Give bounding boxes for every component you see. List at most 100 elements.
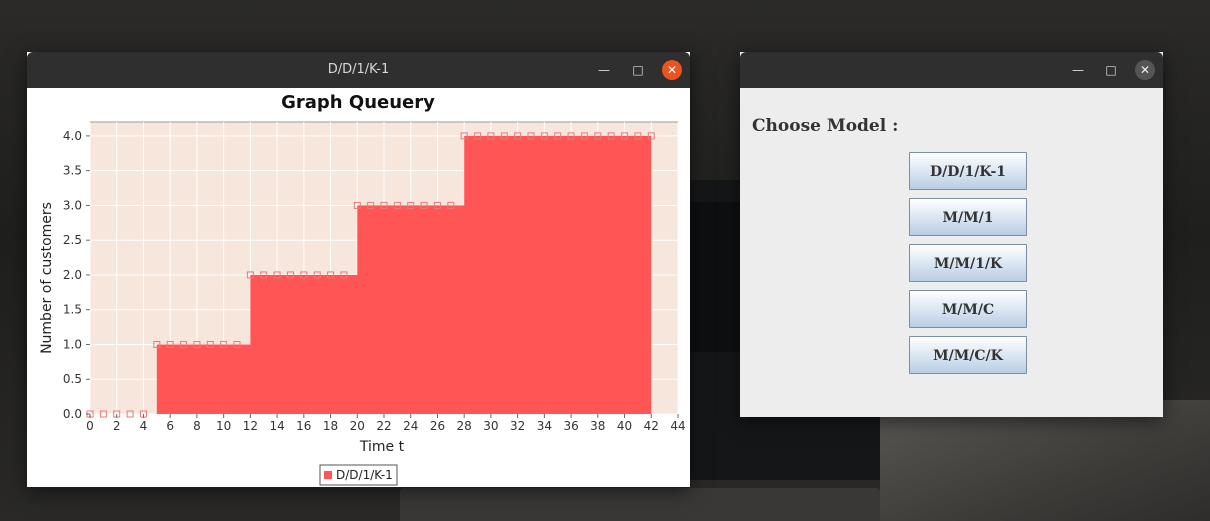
- x-tick-label: 22: [376, 419, 391, 433]
- data-point: [340, 271, 348, 279]
- x-tick-label: 20: [350, 419, 365, 433]
- series-markers: [86, 132, 655, 418]
- data-point: [220, 340, 228, 348]
- data-point: [99, 410, 107, 418]
- data-point: [580, 132, 588, 140]
- data-point: [514, 132, 522, 140]
- data-point: [246, 271, 254, 279]
- x-tick-label: 42: [644, 419, 659, 433]
- data-point: [193, 340, 201, 348]
- data-point: [607, 132, 615, 140]
- data-point: [166, 340, 174, 348]
- y-tick-label: 4.0: [63, 129, 82, 143]
- background-laptop-edge: [400, 488, 880, 521]
- minimize-icon[interactable]: —: [598, 63, 610, 77]
- x-tick-label: 28: [457, 419, 472, 433]
- y-axis-ticks: 0.0 0.5 1.0 1.5 2.0 2.5 3.0 3.5 4.0: [63, 129, 90, 421]
- x-tick-label: 0: [86, 419, 94, 433]
- data-point: [500, 132, 508, 140]
- maximize-icon[interactable]: □: [1105, 63, 1117, 77]
- x-tick-label: 24: [403, 419, 418, 433]
- data-point: [460, 132, 468, 140]
- maximize-icon[interactable]: □: [632, 63, 644, 77]
- data-point: [554, 132, 562, 140]
- x-tick-label: 8: [193, 419, 201, 433]
- data-point: [594, 132, 602, 140]
- data-point: [634, 132, 642, 140]
- x-tick-label: 12: [243, 419, 258, 433]
- x-axis-label: Time t: [359, 439, 405, 455]
- y-tick-label: 1.5: [63, 303, 82, 317]
- x-tick-label: 10: [216, 419, 231, 433]
- x-tick-label: 18: [323, 419, 338, 433]
- data-point: [567, 132, 575, 140]
- data-point: [367, 201, 375, 209]
- chart-window-titlebar[interactable]: D/D/1/K-1 — □ ✕: [27, 52, 690, 88]
- x-tick-label: 30: [483, 419, 498, 433]
- data-point: [433, 201, 441, 209]
- x-tick-label: 16: [296, 419, 311, 433]
- data-point: [327, 271, 335, 279]
- model-button-mm1[interactable]: M/M/1: [909, 198, 1027, 236]
- model-button-dd1k1[interactable]: D/D/1/K-1: [909, 152, 1027, 190]
- legend: D/D/1/K-1: [319, 464, 398, 486]
- data-point: [286, 271, 294, 279]
- data-point: [393, 201, 401, 209]
- x-tick-label: 4: [140, 419, 148, 433]
- legend-label: D/D/1/K-1: [336, 468, 393, 482]
- x-tick-label: 36: [563, 419, 578, 433]
- x-tick-label: 26: [430, 419, 445, 433]
- window-title: D/D/1/K-1: [327, 62, 390, 77]
- x-tick-label: 14: [269, 419, 284, 433]
- x-axis-ticks: 0 2 4 6 8 10 12 14 16 18 20 22 24 26 28 30 32 34 36 38 40 42 4…: [86, 414, 686, 433]
- choose-model-heading: Choose Model :: [752, 116, 899, 136]
- data-point: [300, 271, 308, 279]
- data-point: [233, 340, 241, 348]
- legend-box: [319, 464, 398, 486]
- y-tick-label: 2.5: [63, 233, 82, 247]
- data-point: [647, 132, 655, 140]
- data-point: [180, 340, 188, 348]
- chart-title: Graph Queuery: [281, 92, 435, 113]
- data-point: [260, 271, 268, 279]
- data-point: [153, 340, 161, 348]
- minimize-icon[interactable]: —: [1072, 63, 1084, 77]
- y-tick-label: 1.0: [63, 337, 82, 351]
- x-tick-label: 34: [537, 419, 552, 433]
- data-point: [487, 132, 495, 140]
- x-tick-label: 44: [670, 419, 685, 433]
- model-chooser-window: — □ ✕ Choose Model : D/D/1/K-1 M/M/1 M/M…: [740, 52, 1163, 417]
- data-point: [527, 132, 535, 140]
- data-point: [206, 340, 214, 348]
- y-tick-label: 2.0: [63, 268, 82, 282]
- data-point: [420, 201, 428, 209]
- model-button-mm1k[interactable]: M/M/1/K: [909, 244, 1027, 282]
- series-area: [90, 135, 652, 414]
- data-point: [353, 201, 361, 209]
- data-point: [540, 132, 548, 140]
- close-icon[interactable]: ✕: [662, 60, 682, 80]
- data-point: [273, 271, 281, 279]
- legend-swatch: [324, 471, 332, 479]
- data-point: [313, 271, 321, 279]
- y-tick-label: 0.5: [63, 372, 82, 386]
- x-tick-label: 2: [113, 419, 121, 433]
- series-area-path: [90, 135, 652, 414]
- model-button-mmck[interactable]: M/M/C/K: [909, 336, 1027, 374]
- background-table-surface: [880, 400, 1210, 521]
- model-button-mmc[interactable]: M/M/C: [909, 290, 1027, 328]
- queue-chart: Graph Queuery 0 2 4 6 8 10 12 14 16 18 20 22 24 26 28 3…: [39, 92, 686, 486]
- data-point: [621, 132, 629, 140]
- y-tick-label: 0.0: [63, 407, 82, 421]
- x-tick-label: 32: [510, 419, 525, 433]
- y-tick-label: 3.5: [63, 164, 82, 178]
- data-point: [474, 132, 482, 140]
- chooser-window-titlebar[interactable]: — □ ✕: [740, 52, 1163, 88]
- data-point: [447, 201, 455, 209]
- x-tick-label: 38: [590, 419, 605, 433]
- close-icon[interactable]: ✕: [1135, 60, 1155, 80]
- x-tick-label: 40: [617, 419, 632, 433]
- data-point: [126, 410, 134, 418]
- data-point: [380, 201, 388, 209]
- x-tick-label: 6: [166, 419, 174, 433]
